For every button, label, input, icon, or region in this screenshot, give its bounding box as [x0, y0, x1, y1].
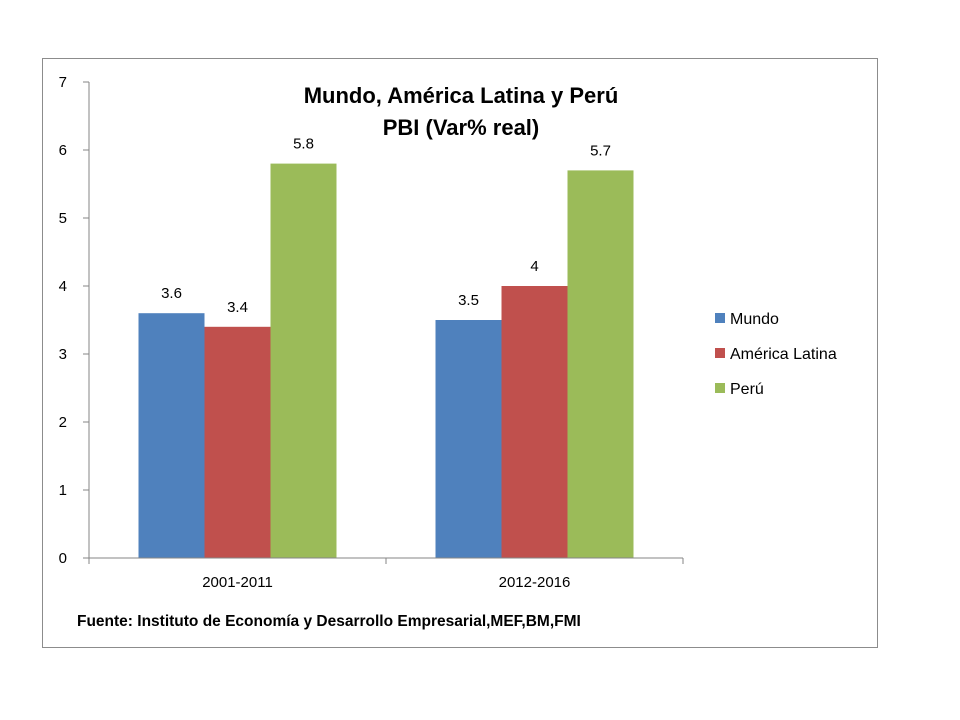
source-note: Fuente: Instituto de Economía y Desarrol… — [77, 613, 581, 630]
legend-label: Mundo — [730, 311, 779, 328]
legend-label: América Latina — [730, 346, 837, 363]
data-labels: 3.6 3.4 5.8 3.5 4 5.7 — [161, 136, 611, 316]
bars — [138, 163, 634, 558]
x-category-label: 2012-2016 — [499, 574, 571, 591]
y-tick-label: 7 — [59, 74, 67, 91]
bar — [204, 326, 271, 558]
bar — [138, 313, 205, 558]
chart-frame: 0 1 2 3 4 5 6 7 3.6 3.4 5.8 3.5 4 5.7 2001-2011 2012-… — [42, 58, 878, 648]
y-axis-ticks: 0 1 2 3 4 5 6 7 — [59, 74, 89, 567]
y-tick-label: 6 — [59, 142, 67, 159]
bar-data-label: 3.6 — [161, 285, 182, 302]
chart-subtitle: PBI (Var% real) — [383, 115, 540, 140]
chart-title: Mundo, América Latina y Perú — [304, 83, 619, 108]
bar — [567, 170, 634, 558]
bar — [501, 286, 568, 558]
bar-data-label: 3.5 — [458, 292, 479, 309]
legend-swatch — [715, 313, 725, 323]
y-tick-label: 4 — [59, 278, 67, 295]
x-category-label: 2001-2011 — [202, 574, 273, 591]
legend-swatch — [715, 383, 725, 393]
legend: Mundo América Latina Perú — [715, 311, 837, 398]
x-axis-ticks — [88, 558, 684, 564]
bar-data-label: 3.4 — [227, 299, 248, 316]
bar-data-label: 5.8 — [293, 136, 314, 153]
bar-data-label: 5.7 — [590, 142, 611, 159]
y-tick-label: 0 — [59, 550, 67, 567]
y-tick-label: 3 — [59, 346, 67, 363]
category-labels: 2001-2011 2012-2016 — [202, 574, 570, 591]
bar-data-label: 4 — [530, 258, 538, 275]
y-tick-label: 5 — [59, 210, 67, 227]
legend-label: Perú — [730, 381, 764, 398]
bar — [435, 320, 502, 558]
legend-swatch — [715, 348, 725, 358]
chart-svg: 0 1 2 3 4 5 6 7 3.6 3.4 5.8 3.5 4 5.7 2001-2011 2012-… — [59, 74, 837, 630]
y-tick-label: 2 — [59, 414, 67, 431]
y-tick-label: 1 — [59, 482, 67, 499]
bar — [270, 163, 337, 558]
